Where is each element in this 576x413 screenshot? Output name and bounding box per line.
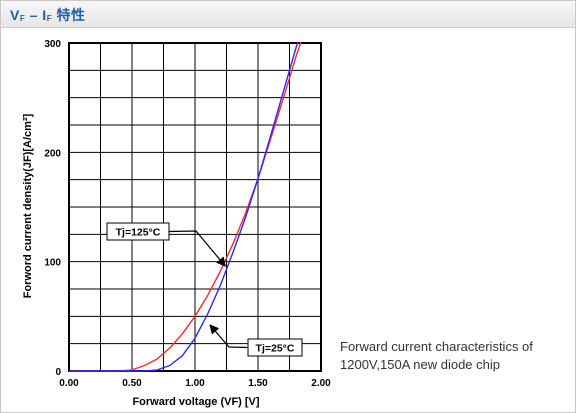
annotation-label: Tj=125°C [116,227,161,239]
y-tick-label: 0 [55,367,61,378]
series-line-tj125 [69,42,302,372]
x-tick-label: 1.50 [248,378,268,389]
annotation-box [106,222,170,241]
x-axis-label: Forward voltage (VF) [V] [132,396,259,408]
y-axis-label: Forword current density(JF)[A/cm²] [22,113,34,298]
annotation-leader [168,230,226,267]
title-v: V [10,7,20,23]
x-tick-label: 1.00 [185,378,205,389]
chart-grid [68,42,322,372]
title-sub-f2: F [46,14,53,23]
y-tick-label: 100 [44,258,61,269]
chart-curves [69,42,302,372]
chart-annotations: Tj=125°C Tj=25°C [106,222,303,357]
title-i: – I [25,7,47,23]
y-tick-label: 300 [44,39,61,50]
x-tick-label: 0.00 [59,378,79,389]
annotation-leader [209,324,249,349]
title-sub-f1: F [19,14,26,23]
x-tick-label: 0.50 [122,378,142,389]
chart-tick-labels: 0.00 0.50 1.00 1.50 2.00 0 100 200 300 [44,39,331,389]
annotation-label: Tj=25°C [256,343,295,355]
series-line-tj25 [69,42,299,372]
page-title: VF – IF 特性 [10,5,85,25]
title-characteristics: 特性 [52,7,86,23]
plot-border [68,42,322,372]
annotation-box [247,338,303,357]
forward-current-chart: Tj=125°C Tj=25°C 0.00 0.50 1.00 1.50 2.00 0 100… [22,39,331,408]
chart-caption: Forward current characteristics of 1200V… [340,339,533,372]
x-tick-label: 2.00 [311,378,331,389]
y-tick-label: 200 [44,148,61,159]
header-bar: VF – IF 特性 [1,1,575,28]
